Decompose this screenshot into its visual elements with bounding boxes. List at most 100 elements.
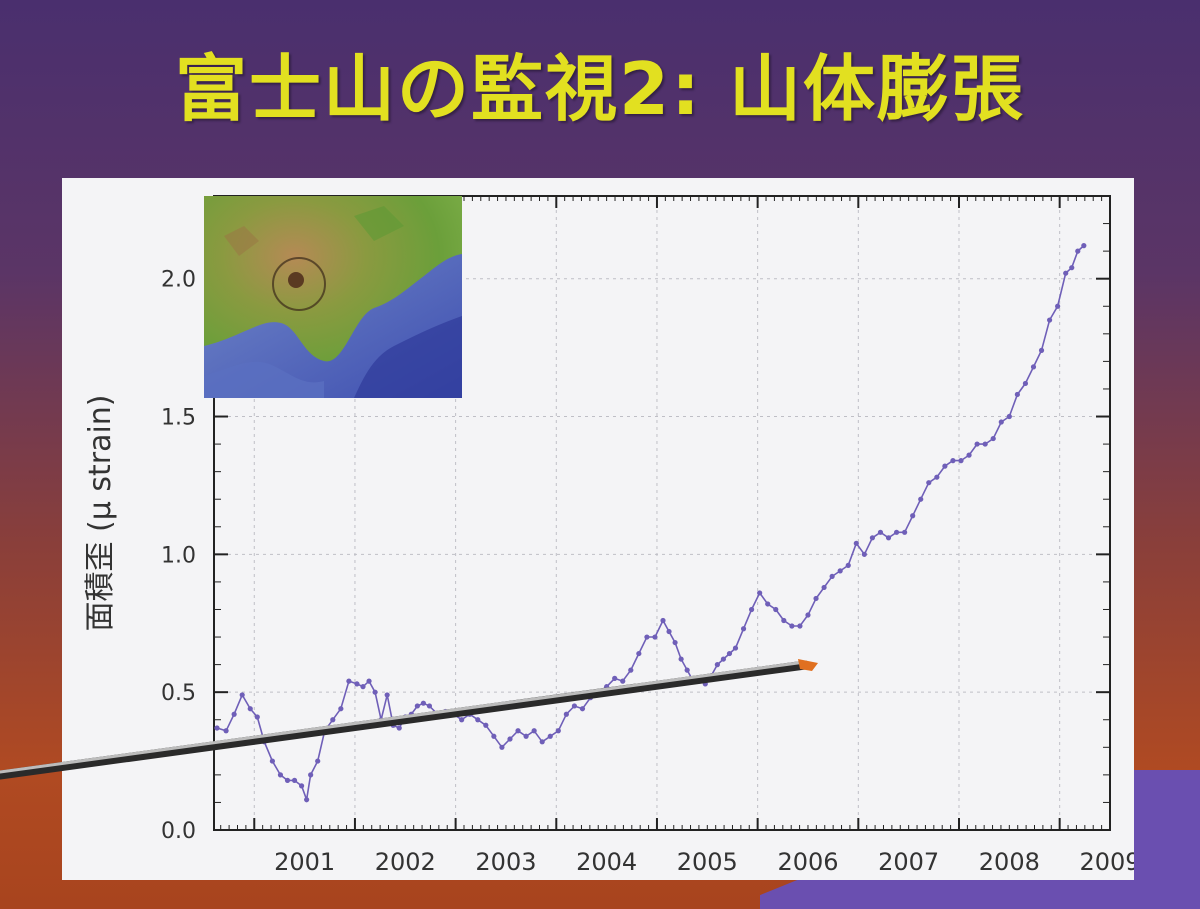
data-point	[797, 623, 803, 629]
data-point	[1063, 270, 1069, 276]
y-tick-label: 1.5	[161, 406, 196, 431]
data-point	[708, 673, 714, 679]
data-point	[861, 551, 867, 557]
data-point	[322, 728, 328, 734]
x-tick-label: 2003	[475, 848, 536, 876]
data-point	[426, 703, 433, 709]
data-point	[277, 772, 284, 778]
data-point	[579, 706, 586, 712]
data-point	[515, 728, 521, 734]
data-point	[269, 758, 275, 764]
data-point	[451, 711, 457, 717]
data-point	[507, 736, 513, 742]
data-point	[459, 717, 465, 723]
data-point	[690, 678, 696, 684]
data-point	[974, 441, 980, 447]
data-point	[918, 496, 924, 502]
data-point	[378, 717, 384, 723]
data-point	[845, 562, 851, 568]
data-point	[620, 678, 626, 684]
data-point	[726, 650, 733, 657]
data-point	[354, 681, 360, 687]
x-tick-label: 2005	[677, 848, 738, 876]
data-point	[1022, 380, 1029, 387]
data-point	[475, 717, 481, 723]
data-point	[702, 681, 708, 687]
data-point	[571, 703, 578, 709]
data-point	[934, 474, 940, 480]
data-point	[982, 441, 988, 447]
data-point	[740, 626, 747, 632]
data-point	[660, 617, 666, 624]
data-point	[239, 692, 245, 698]
data-point	[1030, 364, 1037, 370]
data-point	[563, 711, 569, 717]
data-point	[829, 573, 835, 579]
data-point	[595, 689, 602, 695]
data-point	[308, 772, 314, 778]
data-point	[491, 733, 497, 739]
data-point	[420, 700, 427, 706]
data-point	[330, 717, 336, 723]
data-point	[247, 706, 253, 712]
data-point	[732, 645, 739, 651]
data-point	[789, 623, 795, 629]
data-point	[1081, 243, 1087, 249]
data-point	[442, 708, 449, 715]
data-point	[612, 675, 618, 681]
data-point	[531, 728, 537, 734]
y-tick-label: 0.0	[161, 819, 196, 844]
data-point	[315, 758, 321, 764]
data-point	[1038, 347, 1045, 353]
fuji-region-inset-map	[204, 196, 462, 398]
data-point	[781, 617, 787, 624]
data-point	[499, 744, 505, 750]
data-point	[346, 678, 352, 684]
x-tick-label: 2007	[878, 848, 939, 876]
data-point	[652, 634, 658, 640]
data-point	[254, 714, 260, 720]
data-point	[338, 706, 344, 712]
y-tick-label: 0.5	[161, 681, 196, 706]
data-point	[298, 783, 305, 789]
data-point	[684, 667, 690, 673]
data-point	[910, 513, 916, 519]
data-point	[304, 797, 310, 803]
data-point	[696, 678, 702, 684]
slide-title: 富士山の監視2: 山体膨張	[175, 47, 1025, 131]
data-point	[757, 590, 763, 596]
data-point	[990, 435, 996, 442]
x-tick-label: 2002	[375, 848, 436, 876]
data-point	[966, 452, 972, 458]
data-point	[837, 568, 843, 574]
data-point	[644, 634, 650, 640]
data-point	[523, 733, 529, 739]
chart-panel: 2001 2002 2003 2004 2005 2006 2007 2008 2009 0.0 0…	[62, 178, 1134, 880]
y-axis-label: 面積歪 (μ strain)	[83, 394, 118, 631]
data-point	[1014, 391, 1020, 398]
data-point	[672, 639, 678, 646]
data-point	[284, 777, 291, 783]
data-point	[547, 733, 553, 739]
data-point	[1075, 248, 1081, 254]
data-point	[360, 684, 366, 690]
data-point	[214, 725, 220, 731]
data-point	[231, 711, 237, 717]
data-point	[813, 595, 819, 602]
data-point	[720, 656, 727, 662]
data-point	[926, 480, 932, 486]
data-point	[384, 692, 390, 698]
plot-frame	[213, 195, 1111, 831]
data-point	[902, 529, 908, 535]
data-point	[749, 606, 755, 613]
data-point	[805, 612, 811, 618]
data-point	[853, 540, 859, 546]
data-point	[893, 529, 900, 535]
data-point	[765, 601, 771, 607]
data-point	[408, 711, 414, 717]
data-point	[366, 678, 372, 684]
data-point	[821, 584, 827, 591]
x-tick-label: 2001	[274, 848, 335, 876]
x-tick-label: 2008	[979, 848, 1040, 876]
data-point	[372, 689, 378, 695]
